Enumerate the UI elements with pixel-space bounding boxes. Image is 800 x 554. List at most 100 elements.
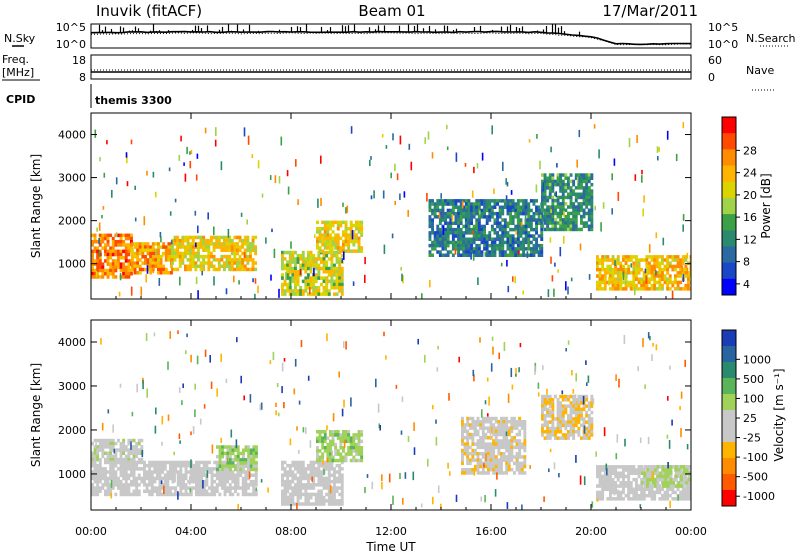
range-gate-cell (360, 246, 364, 250)
range-gate-cell (467, 205, 471, 209)
range-gate-cell (195, 467, 198, 471)
range-gate-cell (498, 240, 502, 245)
range-gate-cell (283, 282, 287, 287)
range-gate-cell (474, 426, 477, 430)
range-gate-cell (234, 476, 237, 481)
range-gate-cell (339, 220, 343, 225)
range-gate-cell (666, 283, 670, 288)
range-gate-cell (601, 490, 605, 495)
range-gate-cell (659, 471, 663, 475)
range-gate-cell (436, 224, 440, 229)
range-gate-cell (197, 479, 201, 484)
range-gate-cell (561, 414, 565, 418)
range-gate-cell (133, 255, 137, 259)
range-gate-cell (614, 474, 618, 479)
range-gate-cell (249, 483, 253, 487)
range-gate-cell (335, 486, 339, 490)
range-gate-cell (661, 468, 665, 472)
range-gate-cell (459, 199, 463, 203)
range-gate-cell (215, 463, 219, 468)
range-gate-cell (546, 414, 550, 418)
range-gate-cell (668, 261, 672, 265)
range-gate-cell (492, 432, 496, 437)
range-gate-cell (91, 454, 94, 459)
range-gate-cell (344, 439, 348, 444)
range-gate-cell (518, 461, 522, 466)
range-gate-cell (218, 483, 222, 487)
range-gate-cell (204, 248, 208, 252)
range-gate-cell (611, 471, 615, 475)
range-gate-cell (101, 486, 105, 490)
range-gate-cell (304, 495, 308, 500)
range-gate-cell (569, 211, 573, 216)
range-gate-cell (347, 236, 351, 241)
scatter-echo (143, 216, 146, 226)
scatter-echo (669, 365, 671, 370)
range-gate-cell (611, 477, 615, 482)
range-gate-cell (184, 486, 188, 490)
range-gate-cell (286, 270, 290, 274)
range-gate-cell (567, 218, 570, 222)
range-gate-cell (471, 432, 475, 437)
range-gate-cell (457, 234, 460, 238)
range-gate-cell (459, 215, 463, 219)
range-gate-cell (304, 266, 308, 271)
range-gate-cell (119, 249, 123, 254)
range-gate-cell (164, 258, 168, 262)
range-gate-cell (492, 426, 496, 430)
range-gate-cell (349, 458, 353, 463)
scatter-echo (598, 149, 600, 159)
range-gate-cell (228, 242, 232, 246)
range-gate-cell (454, 243, 458, 248)
range-gate-cell (490, 250, 494, 254)
range-gate-cell (471, 468, 475, 472)
range-gate-cell (541, 426, 544, 431)
range-gate-cell (236, 451, 240, 456)
range-gate-cell (135, 479, 139, 484)
range-gate-cell (646, 465, 650, 469)
range-gate-cell (582, 195, 586, 200)
range-gate-cell (497, 461, 501, 466)
range-gate-cell (572, 211, 576, 216)
range-gate-cell (454, 211, 458, 216)
range-gate-cell (483, 205, 486, 209)
range-gate-cell (509, 202, 512, 206)
range-gate-cell (140, 467, 144, 471)
range-gate-cell (93, 463, 97, 468)
scatter-echo (326, 333, 328, 342)
range-gate-cell (480, 202, 484, 206)
range-gate-cell (93, 470, 97, 474)
range-gate-cell (582, 436, 586, 440)
range-gate-cell (501, 250, 505, 254)
range-gate-cell (541, 208, 544, 212)
scatter-echo (155, 249, 157, 256)
range-gate-cell (207, 264, 211, 268)
range-gate-cell (470, 231, 473, 235)
range-gate-cell (585, 179, 589, 184)
range-gate-cell (653, 267, 657, 272)
range-gate-cell (551, 205, 555, 209)
range-gate-cell (564, 433, 568, 437)
range-gate-cell (106, 262, 110, 266)
range-gate-cell (325, 260, 329, 264)
range-gate-cell (157, 261, 160, 265)
range-gate-cell (505, 439, 509, 443)
range-gate-cell (156, 460, 159, 465)
range-gate-cell (501, 227, 505, 232)
range-gate-cell (642, 287, 646, 291)
range-gate-cell (546, 182, 550, 187)
scatter-echo (100, 338, 102, 345)
range-gate-cell (501, 237, 505, 241)
range-gate-cell (518, 432, 522, 437)
range-gate-cell (580, 205, 583, 209)
range-gate-cell (459, 231, 463, 235)
range-gate-cell (496, 199, 499, 203)
range-gate-cell (122, 438, 126, 443)
range-gate-cell (609, 487, 612, 491)
range-gate-cell (523, 464, 527, 469)
range-gate-cell (451, 237, 455, 241)
range-gate-cell (650, 258, 654, 262)
range-gate-cell (567, 404, 570, 408)
range-gate-cell (318, 433, 322, 437)
range-gate-cell (520, 423, 524, 427)
